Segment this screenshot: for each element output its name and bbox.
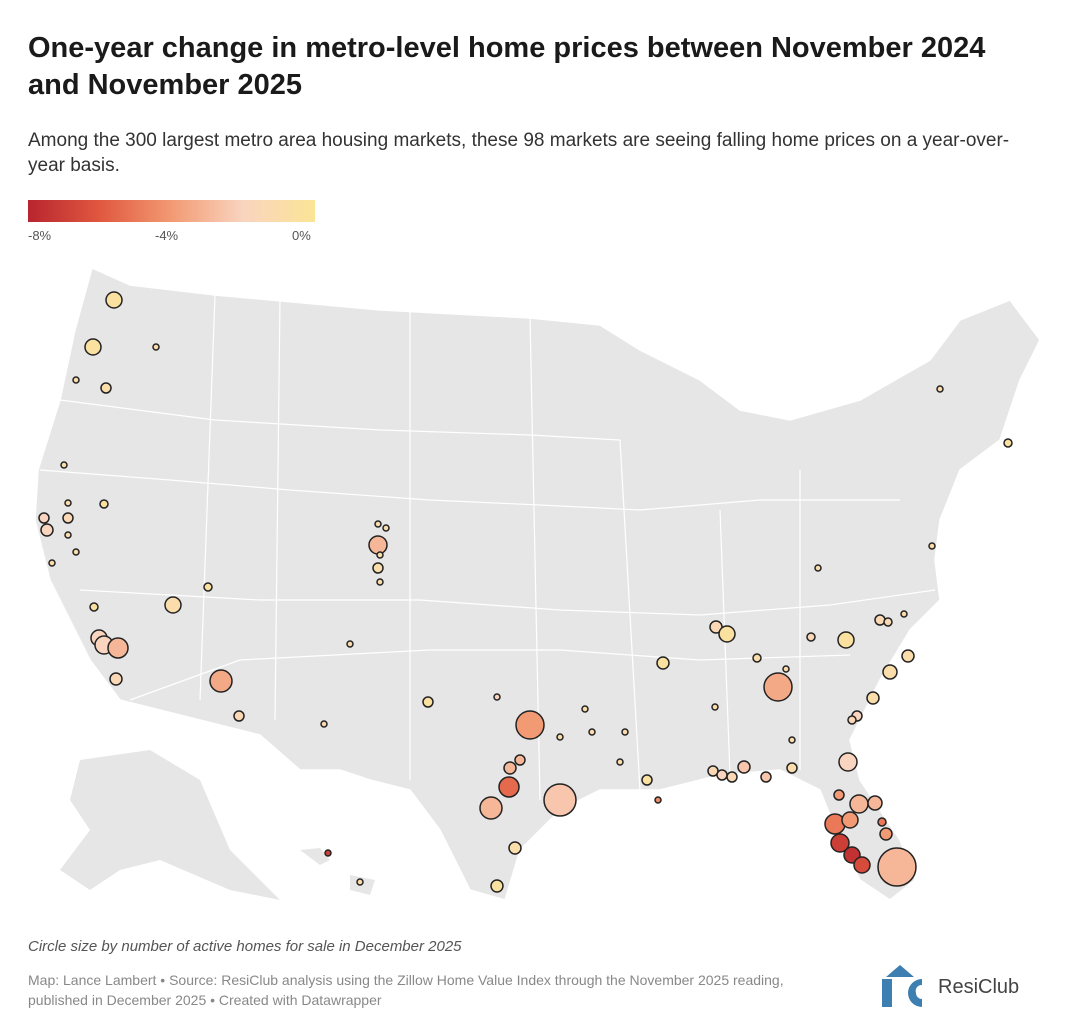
metro-circle[interactable]	[716, 769, 728, 781]
metro-circle[interactable]	[48, 559, 56, 567]
us-map	[34, 266, 1041, 901]
map-subtitle: Among the 300 largest metro area housing…	[28, 130, 1010, 176]
contiguous-us-shape	[34, 266, 1041, 901]
metro-circle[interactable]	[763, 672, 793, 702]
legend-label-min: -8%	[28, 228, 52, 243]
metro-circle[interactable]	[837, 631, 855, 649]
metro-circle[interactable]	[616, 758, 624, 766]
metro-circle[interactable]	[324, 849, 332, 857]
metro-circle[interactable]	[737, 760, 751, 774]
metro-circle[interactable]	[641, 774, 653, 786]
source-credit: Map: Lance Lambert • Source: ResiClub an…	[28, 972, 784, 1008]
metro-circle[interactable]	[503, 761, 517, 775]
logo-text: ResiClub	[938, 975, 1020, 998]
metro-circle[interactable]	[164, 596, 182, 614]
legend-label-max: 0%	[292, 228, 311, 243]
metro-circle[interactable]	[84, 338, 102, 356]
metro-circle[interactable]	[841, 811, 859, 829]
metro-circle[interactable]	[588, 728, 596, 736]
metro-circle[interactable]	[498, 776, 520, 798]
metro-circle[interactable]	[656, 656, 670, 670]
metro-circle[interactable]	[99, 499, 109, 509]
metro-circle[interactable]	[382, 524, 390, 532]
metro-circle[interactable]	[654, 796, 662, 804]
metro-circle[interactable]	[479, 796, 503, 820]
metro-circle[interactable]	[581, 705, 589, 713]
metro-circle[interactable]	[320, 720, 328, 728]
alaska-shape	[60, 750, 280, 900]
map-title: One-year change in metro-level home pric…	[28, 32, 986, 101]
metro-circle[interactable]	[901, 649, 915, 663]
metro-circle[interactable]	[1003, 438, 1013, 448]
metro-circle[interactable]	[89, 602, 99, 612]
metro-circle[interactable]	[711, 703, 719, 711]
metro-circle[interactable]	[233, 710, 245, 722]
metro-circle[interactable]	[514, 754, 526, 766]
metro-circle[interactable]	[72, 376, 80, 384]
metro-circle[interactable]	[72, 548, 80, 556]
metro-circle[interactable]	[543, 783, 577, 817]
metro-circle[interactable]	[38, 512, 50, 524]
metro-circle[interactable]	[866, 691, 880, 705]
resiclub-logo: ResiClub	[878, 965, 1019, 1009]
metro-circle[interactable]	[849, 794, 869, 814]
metro-circle[interactable]	[877, 847, 917, 887]
metro-circle[interactable]	[833, 789, 845, 801]
metro-circle[interactable]	[209, 669, 233, 693]
metro-circle[interactable]	[107, 637, 129, 659]
metro-circle[interactable]	[621, 728, 629, 736]
metro-circle[interactable]	[356, 878, 364, 886]
metro-circle[interactable]	[718, 625, 736, 643]
metro-circle[interactable]	[203, 582, 213, 592]
resiclub-logo-mark-icon	[882, 965, 922, 1007]
metro-circle[interactable]	[109, 672, 123, 686]
metro-circle[interactable]	[830, 833, 850, 853]
metro-circle[interactable]	[105, 291, 123, 309]
metro-circle[interactable]	[882, 664, 898, 680]
metro-circle[interactable]	[760, 771, 772, 783]
metro-circle[interactable]	[936, 385, 944, 393]
metro-circle[interactable]	[752, 653, 762, 663]
metro-circle[interactable]	[372, 562, 384, 574]
metro-circle[interactable]	[853, 856, 871, 874]
metro-circle[interactable]	[346, 640, 354, 648]
hawaii-shape	[300, 848, 375, 895]
metro-circle[interactable]	[374, 520, 382, 528]
metro-circle[interactable]	[493, 693, 501, 701]
metro-circle[interactable]	[726, 771, 738, 783]
metro-circle[interactable]	[100, 382, 112, 394]
metro-circle[interactable]	[879, 827, 893, 841]
metro-circle[interactable]	[376, 551, 384, 559]
metro-circle[interactable]	[877, 817, 887, 827]
metro-circle[interactable]	[847, 715, 857, 725]
metro-circle[interactable]	[814, 564, 822, 572]
metro-circle[interactable]	[62, 512, 74, 524]
metro-circle[interactable]	[64, 531, 72, 539]
metro-circle[interactable]	[515, 710, 545, 740]
metro-circle[interactable]	[867, 795, 883, 811]
state-borders	[39, 294, 936, 801]
metro-circle[interactable]	[422, 696, 434, 708]
metro-circle[interactable]	[900, 610, 908, 618]
metro-circle[interactable]	[490, 879, 504, 893]
metro-circle[interactable]	[928, 542, 936, 550]
metro-circle[interactable]	[508, 841, 522, 855]
metro-circle[interactable]	[376, 578, 384, 586]
legend-label-mid: -4%	[155, 228, 179, 243]
metro-circle[interactable]	[788, 736, 796, 744]
metro-circle[interactable]	[782, 665, 790, 673]
metro-circle[interactable]	[838, 752, 858, 772]
size-note: Circle size by number of active homes fo…	[28, 938, 462, 955]
metro-circle[interactable]	[152, 343, 160, 351]
color-legend-bar	[28, 200, 315, 222]
metro-circle[interactable]	[64, 499, 72, 507]
metro-circle[interactable]	[60, 461, 68, 469]
metro-circle[interactable]	[786, 762, 798, 774]
metro-circle[interactable]	[556, 733, 564, 741]
metro-circle[interactable]	[806, 632, 816, 642]
metro-circle[interactable]	[40, 523, 54, 537]
metro-circle[interactable]	[368, 535, 388, 555]
metro-circle[interactable]	[883, 617, 893, 627]
